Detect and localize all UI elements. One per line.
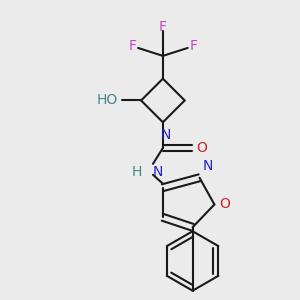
Text: N: N (153, 165, 163, 179)
Text: F: F (159, 20, 167, 34)
Text: F: F (128, 39, 136, 53)
Text: N: N (202, 159, 213, 173)
Text: N: N (161, 128, 171, 142)
Text: O: O (219, 197, 230, 212)
Text: F: F (190, 39, 198, 53)
Text: O: O (196, 141, 207, 155)
Text: H: H (132, 165, 142, 179)
Text: HO: HO (97, 94, 118, 107)
